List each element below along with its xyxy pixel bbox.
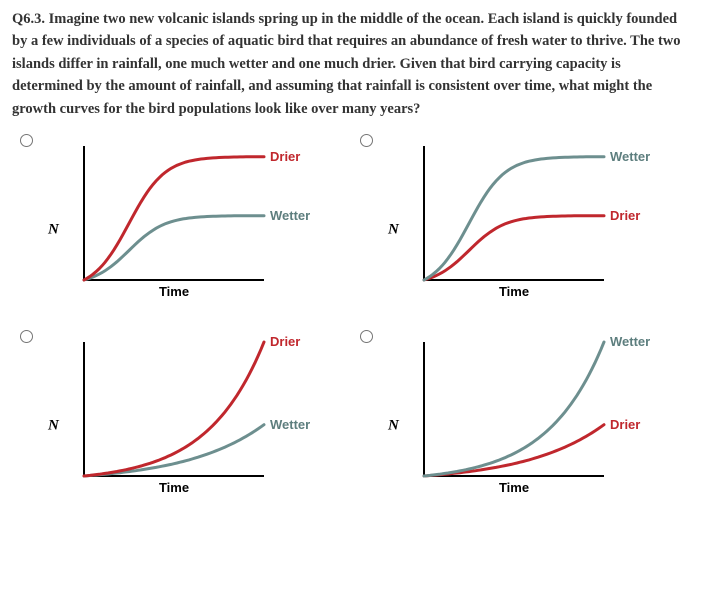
- chart-b-top-label: Wetter: [610, 149, 650, 164]
- chart-d-top-label: Wetter: [610, 334, 650, 349]
- option-b-radio[interactable]: [360, 134, 373, 147]
- x-axis-label: Time: [499, 480, 529, 516]
- chart-b: N Time Wetter Drier: [388, 140, 668, 320]
- option-c-radio[interactable]: [20, 330, 33, 343]
- option-d-radio[interactable]: [360, 330, 373, 343]
- option-a-radio[interactable]: [20, 134, 33, 147]
- chart-a: N Time Drier Wetter: [48, 140, 328, 320]
- chart-c-bottom-label: Wetter: [270, 417, 310, 432]
- chart-a-bottom-label: Wetter: [270, 208, 310, 223]
- option-a: N Time Drier Wetter: [16, 134, 346, 320]
- chart-c: N Time Drier Wetter: [48, 336, 328, 516]
- option-c: N Time Drier Wetter: [16, 330, 346, 516]
- chart-a-top-label: Drier: [270, 149, 300, 164]
- chart-b-bottom-label: Drier: [610, 208, 640, 223]
- y-axis-label: N: [388, 222, 399, 239]
- y-axis-label: N: [48, 418, 59, 435]
- y-axis-label: N: [48, 222, 59, 239]
- y-axis-label: N: [388, 418, 399, 435]
- options-grid: N Time Drier Wetter N Time Wetter Drier …: [12, 134, 690, 516]
- option-b: N Time Wetter Drier: [356, 134, 686, 320]
- chart-d: N Time Wetter Drier: [388, 336, 668, 516]
- question-text: Q6.3. Imagine two new volcanic islands s…: [12, 8, 690, 120]
- x-axis-label: Time: [159, 480, 189, 516]
- chart-d-bottom-label: Drier: [610, 417, 640, 432]
- chart-c-top-label: Drier: [270, 334, 300, 349]
- x-axis-label: Time: [499, 284, 529, 320]
- x-axis-label: Time: [159, 284, 189, 320]
- option-d: N Time Wetter Drier: [356, 330, 686, 516]
